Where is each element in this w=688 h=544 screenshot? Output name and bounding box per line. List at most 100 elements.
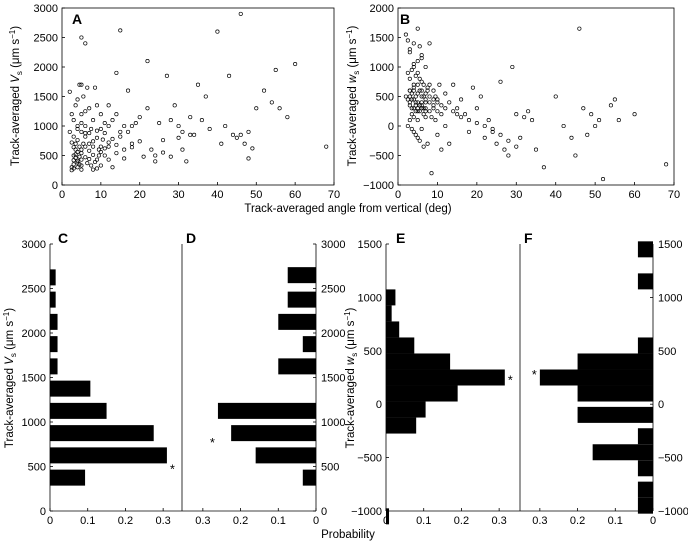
histogram-bar (278, 313, 316, 330)
data-point (407, 47, 412, 52)
histogram-bar (637, 337, 653, 354)
data-point (79, 163, 84, 168)
data-point (75, 97, 80, 102)
data-point (409, 91, 414, 96)
data-point (490, 129, 495, 134)
data-point (421, 82, 426, 87)
panel-d-bars: * (210, 267, 316, 486)
data-point (79, 157, 84, 162)
data-point (75, 158, 80, 163)
histogram-bar (637, 481, 653, 498)
data-point (573, 153, 578, 158)
data-point (427, 41, 432, 46)
data-point (98, 163, 103, 168)
data-point (533, 147, 539, 152)
y-tick-label: 500 (376, 92, 394, 104)
data-point (518, 135, 523, 140)
data-point (466, 118, 472, 123)
data-point (593, 123, 598, 129)
data-point (415, 82, 420, 87)
data-point (94, 103, 100, 108)
data-point (439, 147, 444, 152)
y-tick-label: 500 (658, 346, 676, 358)
data-point (664, 162, 669, 167)
x-tick-label: 40 (211, 189, 223, 201)
data-point (122, 156, 127, 161)
data-point (433, 94, 438, 99)
data-point (632, 112, 637, 117)
histogram-bar (287, 291, 316, 308)
data-point (455, 112, 460, 117)
data-point (423, 97, 428, 102)
data-point (188, 132, 193, 137)
data-point (474, 106, 479, 111)
data-point (415, 109, 420, 114)
x-tick-label: 0 (395, 189, 401, 201)
data-point (126, 129, 131, 134)
data-point (71, 162, 76, 167)
data-point (431, 88, 436, 93)
data-point (73, 103, 78, 108)
histogram-bar (386, 321, 400, 338)
data-point (597, 118, 602, 123)
data-point (409, 67, 414, 73)
histogram-bar (50, 291, 56, 308)
y-tick-label: 0 (52, 180, 58, 192)
data-point (129, 141, 134, 146)
y-tick-label: −1000 (351, 506, 382, 518)
x-tick-label: 0 (47, 515, 53, 527)
data-point (419, 106, 424, 111)
data-point (435, 132, 440, 137)
data-point (207, 126, 212, 132)
data-point (403, 32, 408, 37)
data-point (180, 147, 185, 152)
data-point (522, 115, 527, 120)
data-point (470, 85, 475, 90)
y-tick-label: 0 (388, 121, 394, 133)
data-point (71, 166, 76, 171)
histogram-bar (637, 428, 653, 445)
y-tick-label: 2500 (34, 33, 58, 45)
data-point (81, 94, 86, 99)
data-point (417, 76, 422, 81)
data-point (561, 123, 566, 129)
histogram-bar (255, 447, 316, 464)
y-tick-label: 1000 (658, 292, 682, 304)
data-point (77, 144, 82, 149)
data-point (415, 118, 420, 123)
y-tick-label: 1000 (321, 417, 345, 429)
data-point (91, 139, 96, 144)
data-point (429, 171, 434, 176)
data-point (419, 94, 424, 99)
data-point (486, 118, 491, 123)
histogram-bar (577, 385, 653, 402)
data-point (77, 154, 82, 159)
histogram-bar (539, 369, 653, 386)
data-point (71, 153, 76, 158)
data-point (75, 123, 80, 129)
y-tick-label: 1500 (321, 373, 345, 385)
data-point (405, 70, 410, 75)
x-tick-label: 20 (471, 189, 483, 201)
data-point (413, 109, 418, 114)
data-point (83, 134, 88, 139)
panel-d: D 0.3 0.2 0.1 00 500 1000 1500 2000 2500 3000 * (181, 230, 345, 527)
data-point (71, 118, 76, 123)
data-point (254, 106, 259, 111)
data-point (425, 85, 430, 90)
data-point (71, 145, 76, 150)
panel-c-bars: * (50, 269, 175, 486)
x-tick-label: 60 (289, 189, 301, 201)
data-point (172, 103, 177, 108)
data-point (423, 109, 428, 114)
data-point (79, 121, 84, 126)
data-point (431, 106, 436, 111)
x-tick-label: 30 (510, 189, 522, 201)
data-point (459, 97, 464, 102)
panel-d-ticks: 0.3 0.2 0.1 00 500 1000 1500 2000 2500 3000 (195, 239, 345, 527)
panel-e-label: E (396, 230, 405, 246)
data-point (409, 126, 414, 132)
histogram-bar (386, 289, 396, 306)
x-tick-label: 0.1 (416, 515, 431, 527)
data-point (98, 144, 103, 149)
